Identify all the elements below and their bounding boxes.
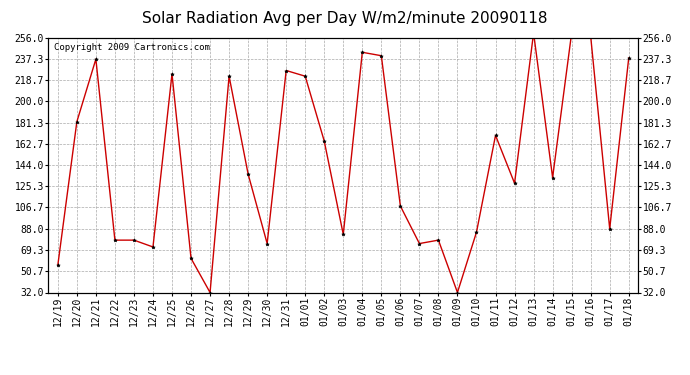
Point [148,244,159,250]
Text: Solar Radiation Avg per Day W/m2/minute 20090118: Solar Radiation Avg per Day W/m2/minute … [142,11,548,26]
Point [414,240,425,246]
Point [281,68,292,74]
Point [52,262,63,268]
Point [376,53,387,59]
Point [90,56,101,62]
Text: Copyright 2009 Cartronics.com: Copyright 2009 Cartronics.com [55,43,210,52]
Point [452,290,463,296]
Point [528,30,539,36]
Point [243,171,254,177]
Point [299,73,310,79]
Point [433,237,444,243]
Point [204,290,215,296]
Point [395,203,406,209]
Point [509,180,520,186]
Point [357,49,368,55]
Point [623,55,634,61]
Point [604,226,615,232]
Point [471,229,482,235]
Point [338,231,349,237]
Point [585,33,596,39]
Point [110,237,121,243]
Point [186,255,197,261]
Point [490,132,501,138]
Point [262,240,273,246]
Point [166,71,177,77]
Point [224,73,235,79]
Point [71,119,82,125]
Point [566,30,577,36]
Point [319,138,330,144]
Point [128,237,139,243]
Point [547,174,558,180]
